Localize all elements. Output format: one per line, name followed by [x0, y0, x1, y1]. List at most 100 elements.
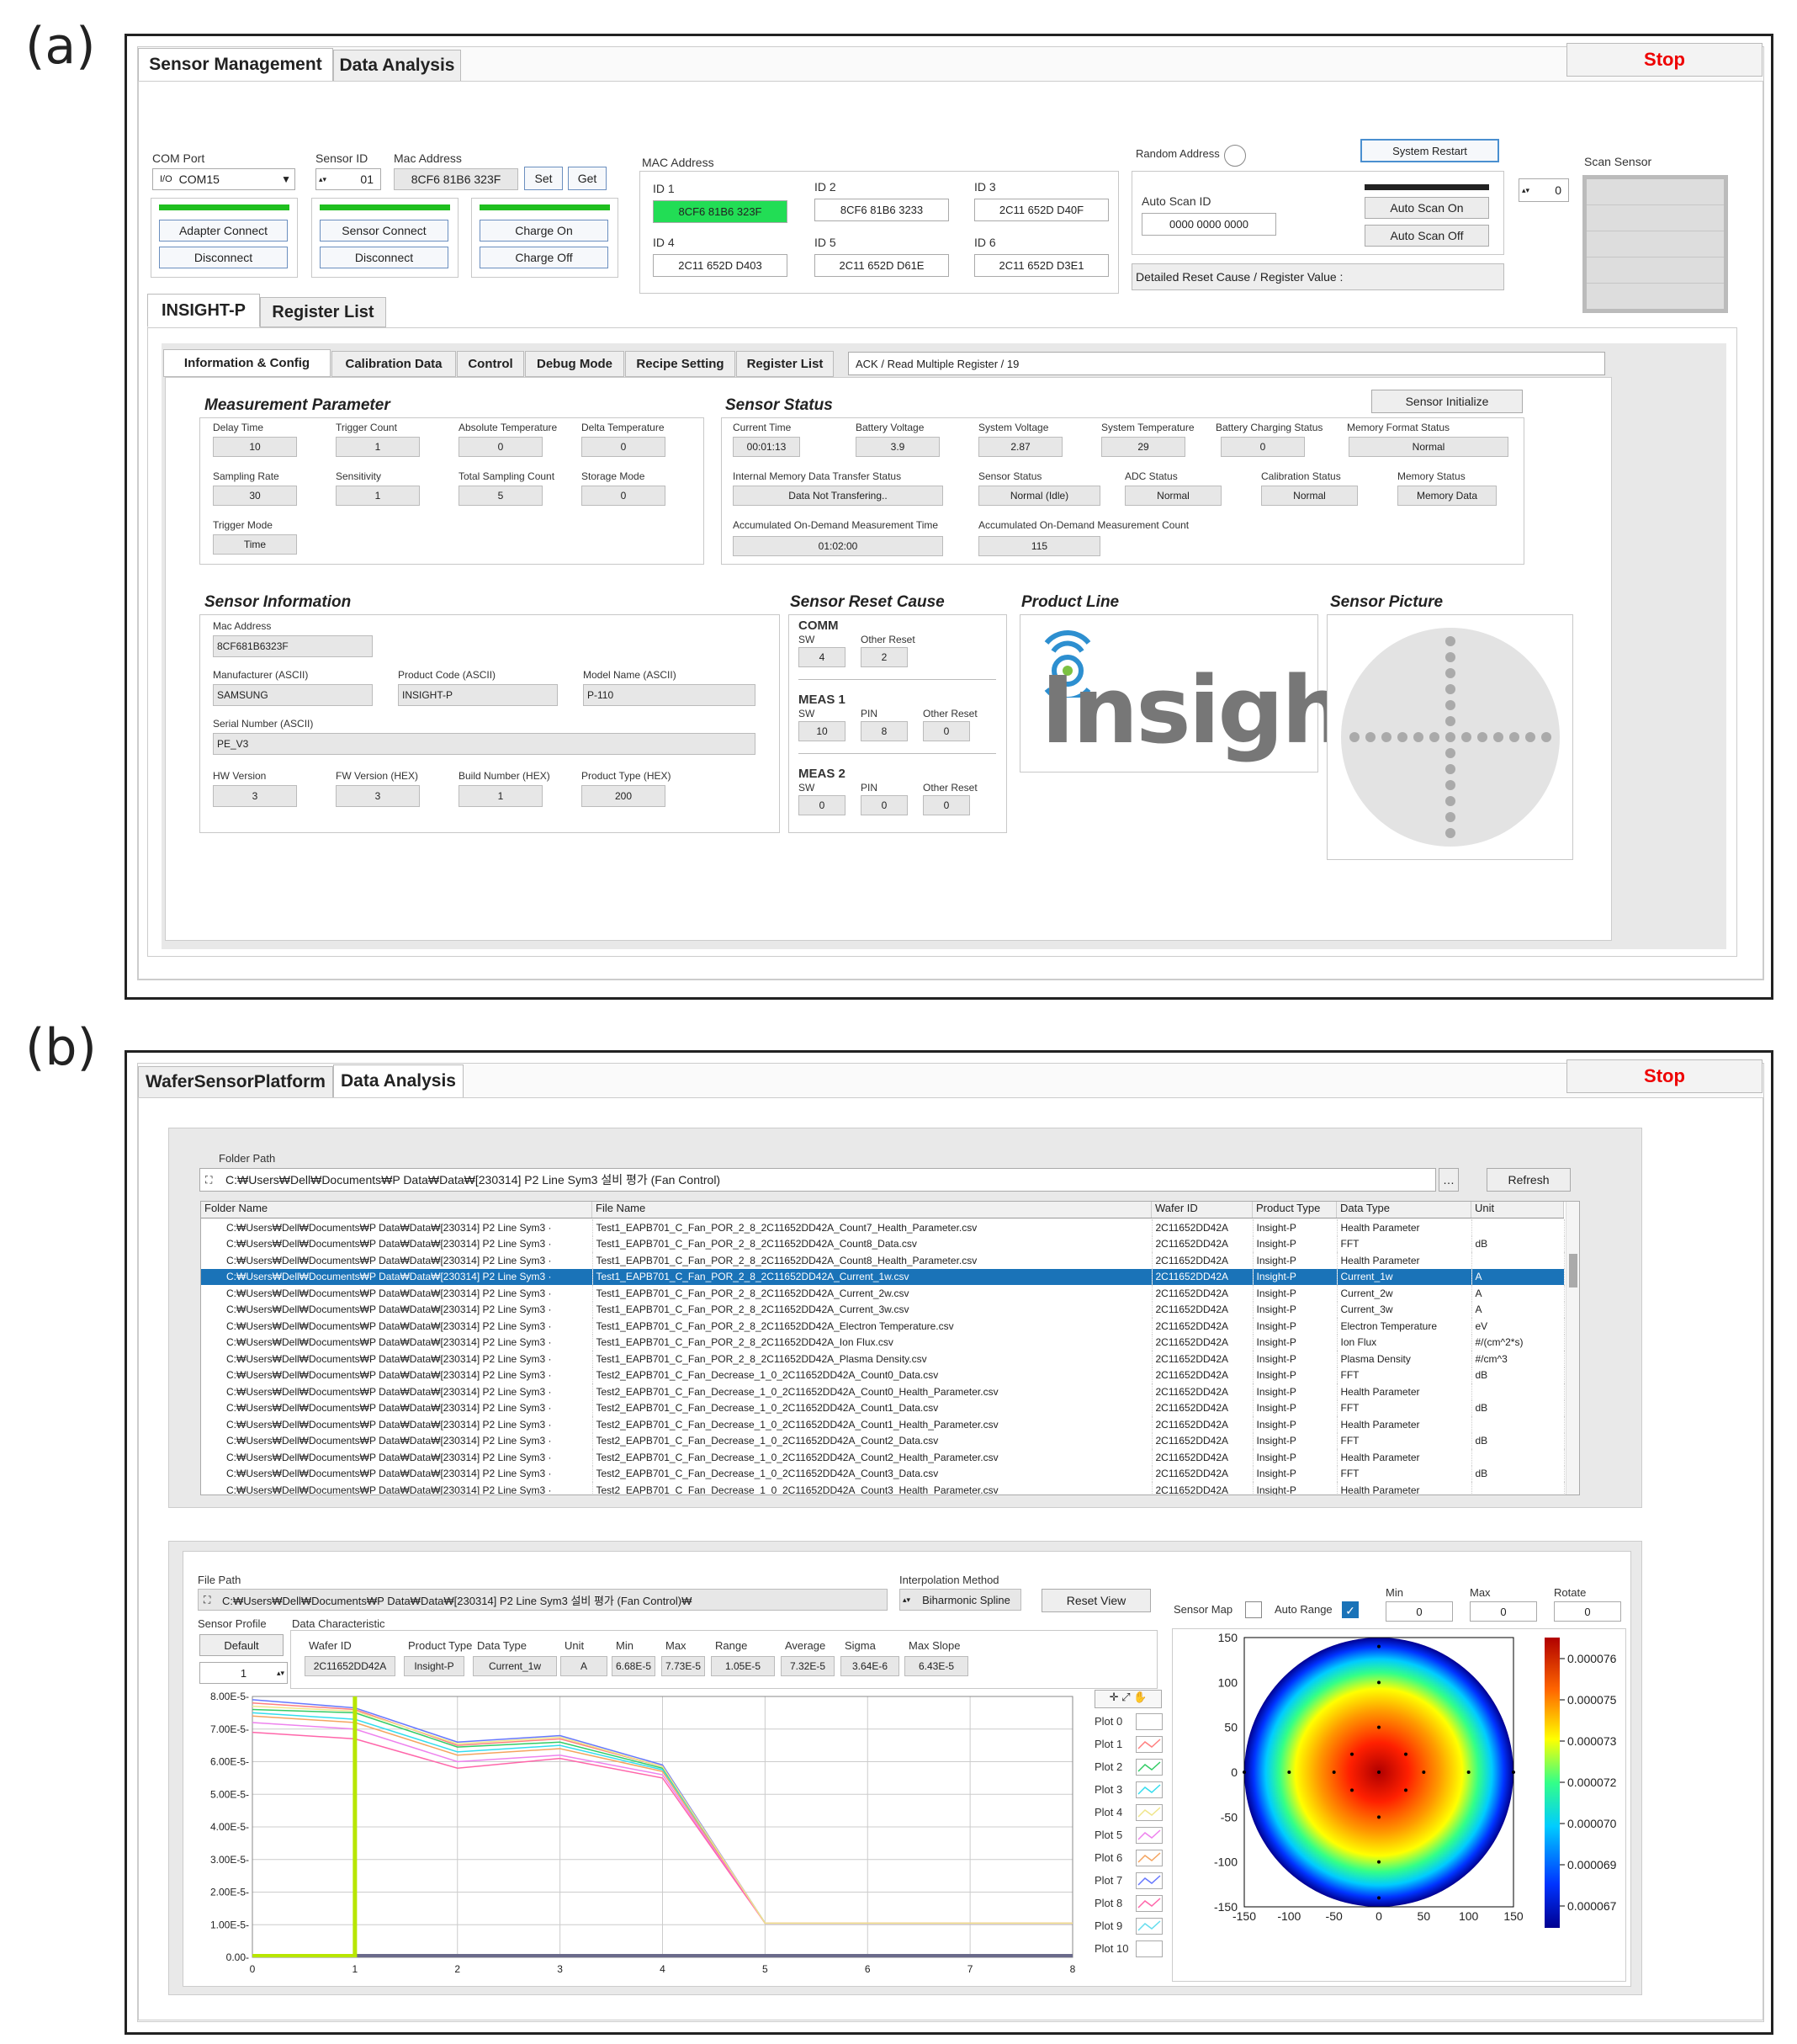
tab-wafer-sensor-platform[interactable]: WaferSensorPlatform	[138, 1066, 333, 1098]
trigger-mode-field[interactable]: Time	[213, 534, 297, 555]
table-row[interactable]: C:₩Users₩Dell₩Documents₩P Data₩Data₩[230…	[201, 1465, 1565, 1482]
sensor-map-checkbox[interactable]	[1245, 1601, 1262, 1618]
cell-unit	[1471, 1482, 1565, 1495]
table-row[interactable]: C:₩Users₩Dell₩Documents₩P Data₩Data₩[230…	[201, 1252, 1565, 1269]
legend-swatch[interactable]	[1136, 1850, 1163, 1866]
legend-swatch[interactable]	[1136, 1759, 1163, 1776]
stop-button[interactable]: Stop	[1566, 43, 1763, 77]
rotate-field[interactable]: 0	[1554, 1601, 1621, 1622]
id3-field[interactable]: 2C11 652D D40F	[974, 199, 1109, 221]
legend-swatch[interactable]	[1136, 1940, 1163, 1957]
map-min-field[interactable]: 0	[1386, 1601, 1453, 1622]
table-row[interactable]: C:₩Users₩Dell₩Documents₩P Data₩Data₩[230…	[201, 1351, 1565, 1367]
col-product-type[interactable]: Product Type	[1253, 1202, 1337, 1218]
table-row[interactable]: C:₩Users₩Dell₩Documents₩P Data₩Data₩[230…	[201, 1219, 1565, 1236]
interp-select[interactable]: ▴▾ Biharmonic Spline	[899, 1589, 1021, 1611]
get-button[interactable]: Get	[568, 167, 607, 190]
sensor-initialize-button[interactable]: Sensor Initialize	[1371, 390, 1523, 413]
subtab-recipe-setting[interactable]: Recipe Setting	[625, 351, 735, 377]
id5-field[interactable]: 2C11 652D D61E	[814, 254, 949, 277]
sampling-rate-field[interactable]: 30	[213, 486, 297, 506]
id2-field[interactable]: 8CF6 81B6 3233	[814, 199, 949, 221]
tab-sensor-management[interactable]: Sensor Management	[138, 48, 333, 82]
sensor-disconnect-button[interactable]: Disconnect	[320, 247, 448, 268]
system-restart-button[interactable]: System Restart	[1360, 139, 1499, 162]
absolute-temperature-field[interactable]: 0	[459, 437, 543, 457]
legend-swatch[interactable]	[1136, 1918, 1163, 1935]
table-row[interactable]: C:₩Users₩Dell₩Documents₩P Data₩Data₩[230…	[201, 1235, 1565, 1252]
chart-tools-icon[interactable]: ✛ ⤢ ✋	[1095, 1690, 1162, 1708]
trigger-count-field[interactable]: 1	[336, 437, 420, 457]
table-row[interactable]: C:₩Users₩Dell₩Documents₩P Data₩Data₩[230…	[201, 1399, 1565, 1416]
tab-data-analysis[interactable]: Data Analysis	[333, 50, 461, 82]
legend-swatch[interactable]	[1136, 1736, 1163, 1753]
id1-field[interactable]: 8CF6 81B6 323F	[653, 200, 787, 223]
adapter-connect-button[interactable]: Adapter Connect	[159, 220, 288, 242]
subtab-debug-mode[interactable]: Debug Mode	[525, 351, 624, 377]
auto-scan-off-button[interactable]: Auto Scan Off	[1365, 225, 1489, 247]
sensor-id-field[interactable]: ▴▾ 01	[315, 168, 381, 190]
col-folder-name[interactable]: Folder Name	[201, 1202, 592, 1218]
browse-icon[interactable]: …	[1439, 1168, 1459, 1192]
stop-button[interactable]: Stop	[1566, 1059, 1763, 1093]
subtab-register-list[interactable]: Register List	[736, 351, 834, 377]
storage-mode-field[interactable]: 0	[581, 486, 665, 506]
reset-view-button[interactable]: Reset View	[1042, 1589, 1151, 1612]
subtab-information-config[interactable]: Information & Config	[163, 349, 331, 377]
legend-swatch[interactable]	[1136, 1827, 1163, 1844]
col-file-name[interactable]: File Name	[592, 1202, 1152, 1218]
delta-temperature-field[interactable]: 0	[581, 437, 665, 457]
table-row[interactable]: C:₩Users₩Dell₩Documents₩P Data₩Data₩[230…	[201, 1416, 1565, 1433]
delay-time-field[interactable]: 10	[213, 437, 297, 457]
adapter-disconnect-button[interactable]: Disconnect	[159, 247, 288, 268]
profile-index-field[interactable]: 1 ▴▾	[199, 1662, 288, 1684]
table-scrollbar[interactable]	[1566, 1202, 1579, 1495]
com-port-select[interactable]: I/O COM15 ▼	[152, 168, 295, 190]
tab-insight-p[interactable]: INSIGHT-P	[147, 294, 260, 327]
folder-path-field[interactable]: ⛶ C:₩Users₩Dell₩Documents₩P Data₩Data₩[23…	[199, 1168, 1436, 1192]
table-row[interactable]: C:₩Users₩Dell₩Documents₩P Data₩Data₩[230…	[201, 1268, 1565, 1285]
table-row[interactable]: C:₩Users₩Dell₩Documents₩P Data₩Data₩[230…	[201, 1285, 1565, 1302]
auto-scan-on-button[interactable]: Auto Scan On	[1365, 197, 1489, 219]
random-address-radio[interactable]	[1224, 145, 1246, 167]
table-row[interactable]: C:₩Users₩Dell₩Documents₩P Data₩Data₩[230…	[201, 1383, 1565, 1400]
scan-sensor-list[interactable]	[1582, 175, 1728, 313]
scrollbar-thumb[interactable]	[1569, 1254, 1577, 1287]
table-row[interactable]: C:₩Users₩Dell₩Documents₩P Data₩Data₩[230…	[201, 1334, 1565, 1351]
sensor-connect-button[interactable]: Sensor Connect	[320, 220, 448, 242]
legend-swatch[interactable]	[1136, 1895, 1163, 1912]
map-max-field[interactable]: 0	[1470, 1601, 1537, 1622]
file-path-field[interactable]: ⛶ C:₩Users₩Dell₩Documents₩P Data₩Data₩[23…	[198, 1589, 888, 1611]
subtab-calibration-data[interactable]: Calibration Data	[331, 351, 456, 377]
id4-field[interactable]: 2C11 652D D403	[653, 254, 787, 277]
set-button[interactable]: Set	[524, 167, 563, 190]
divider	[798, 679, 996, 680]
table-row[interactable]: C:₩Users₩Dell₩Documents₩P Data₩Data₩[230…	[201, 1367, 1565, 1383]
legend-swatch[interactable]	[1136, 1804, 1163, 1821]
table-row[interactable]: C:₩Users₩Dell₩Documents₩P Data₩Data₩[230…	[201, 1301, 1565, 1318]
legend-swatch[interactable]	[1136, 1781, 1163, 1798]
tab-data-analysis[interactable]: Data Analysis	[333, 1064, 464, 1098]
sensitivity-field[interactable]: 1	[336, 486, 420, 506]
id6-field[interactable]: 2C11 652D D3E1	[974, 254, 1109, 277]
charge-on-button[interactable]: Charge On	[480, 220, 608, 242]
subtab-control[interactable]: Control	[457, 351, 524, 377]
col-unit[interactable]: Unit	[1471, 1202, 1564, 1218]
tab-register-list[interactable]: Register List	[260, 297, 386, 327]
total-sampling-count-field[interactable]: 5	[459, 486, 543, 506]
default-button[interactable]: Default	[199, 1634, 284, 1656]
charge-off-button[interactable]: Charge Off	[480, 247, 608, 268]
table-row[interactable]: C:₩Users₩Dell₩Documents₩P Data₩Data₩[230…	[201, 1482, 1565, 1495]
col-wafer-id[interactable]: Wafer ID	[1152, 1202, 1253, 1218]
mac-address-field[interactable]: 8CF6 81B6 323F	[394, 168, 518, 190]
auto-scan-id-field[interactable]: 0000 0000 0000	[1142, 213, 1276, 236]
auto-range-checkbox[interactable]: ✓	[1342, 1601, 1359, 1618]
col-data-type[interactable]: Data Type	[1337, 1202, 1471, 1218]
scan-count-field[interactable]: ▴▾ 0	[1519, 178, 1569, 202]
legend-swatch[interactable]	[1136, 1713, 1163, 1730]
table-row[interactable]: C:₩Users₩Dell₩Documents₩P Data₩Data₩[230…	[201, 1449, 1565, 1466]
table-row[interactable]: C:₩Users₩Dell₩Documents₩P Data₩Data₩[230…	[201, 1318, 1565, 1335]
table-row[interactable]: C:₩Users₩Dell₩Documents₩P Data₩Data₩[230…	[201, 1432, 1565, 1449]
refresh-button[interactable]: Refresh	[1487, 1168, 1571, 1192]
legend-swatch[interactable]	[1136, 1872, 1163, 1889]
